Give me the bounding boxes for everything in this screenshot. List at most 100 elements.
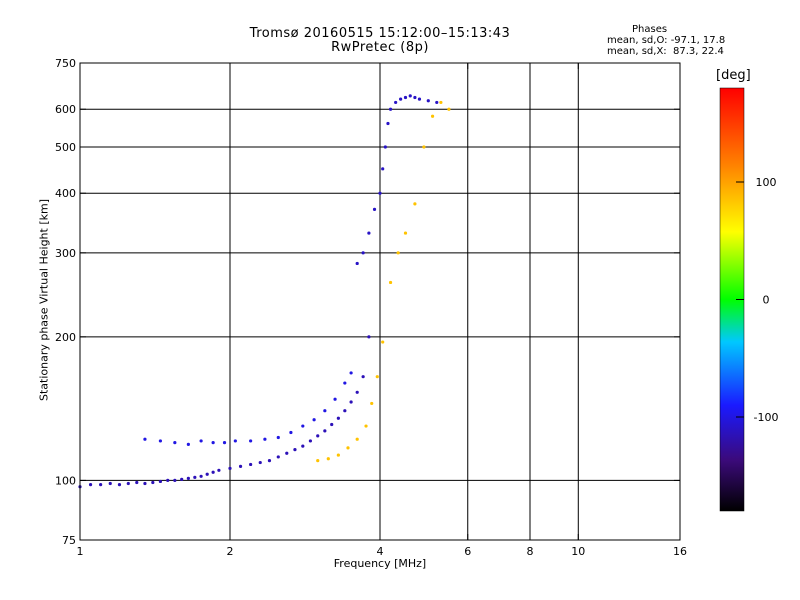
data-point: [364, 424, 368, 428]
data-point: [199, 439, 203, 443]
data-point: [180, 477, 184, 481]
x-tick-label: 16: [673, 545, 687, 558]
data-point: [117, 482, 122, 487]
data-point: [151, 480, 155, 485]
data-point: [126, 481, 130, 486]
data-point: [143, 481, 147, 486]
data-point: [258, 460, 262, 465]
y-tick-label: 600: [55, 103, 76, 116]
data-point: [408, 94, 412, 98]
data-point: [326, 457, 330, 461]
y-tick-label: 100: [55, 474, 76, 487]
data-point: [361, 251, 365, 255]
data-point: [135, 480, 139, 485]
data-point: [199, 474, 203, 478]
data-point: [285, 451, 289, 455]
data-point: [88, 482, 93, 487]
axis-ticks: 1 2 4 6 8 10 16 75 100 200 300 400 500 600 750: [55, 57, 687, 558]
chart-title: Tromsø 20160515 15:12:00–15:13:43: [249, 26, 511, 41]
data-point: [370, 401, 374, 406]
data-point: [394, 100, 398, 105]
data-point: [173, 441, 177, 445]
data-point: [211, 470, 215, 474]
phases-header: Phases: [632, 24, 668, 35]
data-point: [413, 95, 417, 100]
data-point: [422, 145, 426, 149]
data-point: [99, 482, 103, 487]
phases-o-mode: mean, sd,O: -97.1, 17.8: [607, 35, 726, 46]
y-tick-label: 750: [55, 57, 76, 70]
data-point: [396, 251, 400, 255]
data-point: [426, 99, 430, 103]
data-point: [249, 462, 253, 467]
data-point: [336, 453, 340, 457]
y-tick-label: 400: [55, 187, 76, 200]
data-point: [349, 400, 353, 404]
x-tick-label: 4: [377, 545, 384, 558]
data-point: [158, 439, 163, 443]
y-tick-label: 500: [55, 141, 76, 154]
x-tick-label: 6: [464, 545, 471, 558]
y-tick-label: 300: [55, 247, 76, 260]
data-point: [355, 390, 359, 394]
data-point: [403, 231, 408, 235]
y-axis-label: Stationary phase Virtual Height [km]: [37, 198, 51, 402]
data-point: [301, 444, 305, 448]
data-point: [343, 381, 347, 385]
data-point: [378, 191, 382, 195]
grid-lines: [80, 63, 680, 540]
data-point: [108, 481, 112, 486]
data-point: [276, 435, 280, 440]
data-point: [173, 478, 177, 483]
data-point: [399, 97, 403, 101]
y-tick-label: 75: [62, 534, 76, 547]
data-point: [381, 340, 385, 344]
data-point: [186, 476, 190, 480]
data-point: [222, 441, 227, 445]
data-point: [375, 375, 379, 379]
data-point: [330, 422, 334, 427]
data-point: [323, 409, 327, 413]
colorbar-ticks: 100 0 -100: [736, 176, 778, 424]
data-point: [388, 280, 393, 285]
x-axis-label: Frequency [MHz]: [333, 557, 427, 570]
data-point: [435, 100, 439, 105]
x-tick-label: 2: [227, 545, 234, 558]
colorbar-tick-label: 0: [763, 294, 770, 307]
data-point: [383, 145, 387, 149]
data-point: [143, 437, 147, 441]
data-point: [316, 459, 320, 463]
data-point: [403, 95, 408, 100]
data-point: [205, 472, 209, 476]
colorbar-tick-label: 100: [756, 176, 777, 189]
data-point: [355, 261, 359, 266]
phases-x-mode: mean, sd,X: 87.3, 22.4: [607, 46, 724, 57]
data-point: [267, 459, 272, 463]
data-point: [336, 416, 340, 420]
data-point: [361, 375, 365, 379]
data-point: [417, 97, 422, 101]
data-points: [78, 94, 451, 489]
data-point: [323, 429, 327, 433]
data-point: [158, 479, 163, 484]
data-point: [228, 466, 232, 470]
data-point: [388, 107, 393, 111]
data-point: [238, 464, 243, 468]
data-point: [316, 434, 320, 438]
data-point: [289, 430, 293, 435]
data-point: [233, 439, 237, 443]
data-point: [413, 202, 417, 206]
x-tick-label: 10: [571, 545, 585, 558]
data-point: [367, 335, 371, 339]
data-point: [263, 437, 267, 441]
data-point: [381, 167, 385, 171]
data-point: [346, 446, 350, 450]
data-point: [193, 475, 197, 479]
data-point: [343, 409, 347, 413]
data-point: [372, 207, 377, 211]
data-point: [166, 478, 170, 483]
data-point: [439, 100, 443, 105]
data-point: [386, 121, 390, 126]
y-tick-label: 200: [55, 331, 76, 344]
